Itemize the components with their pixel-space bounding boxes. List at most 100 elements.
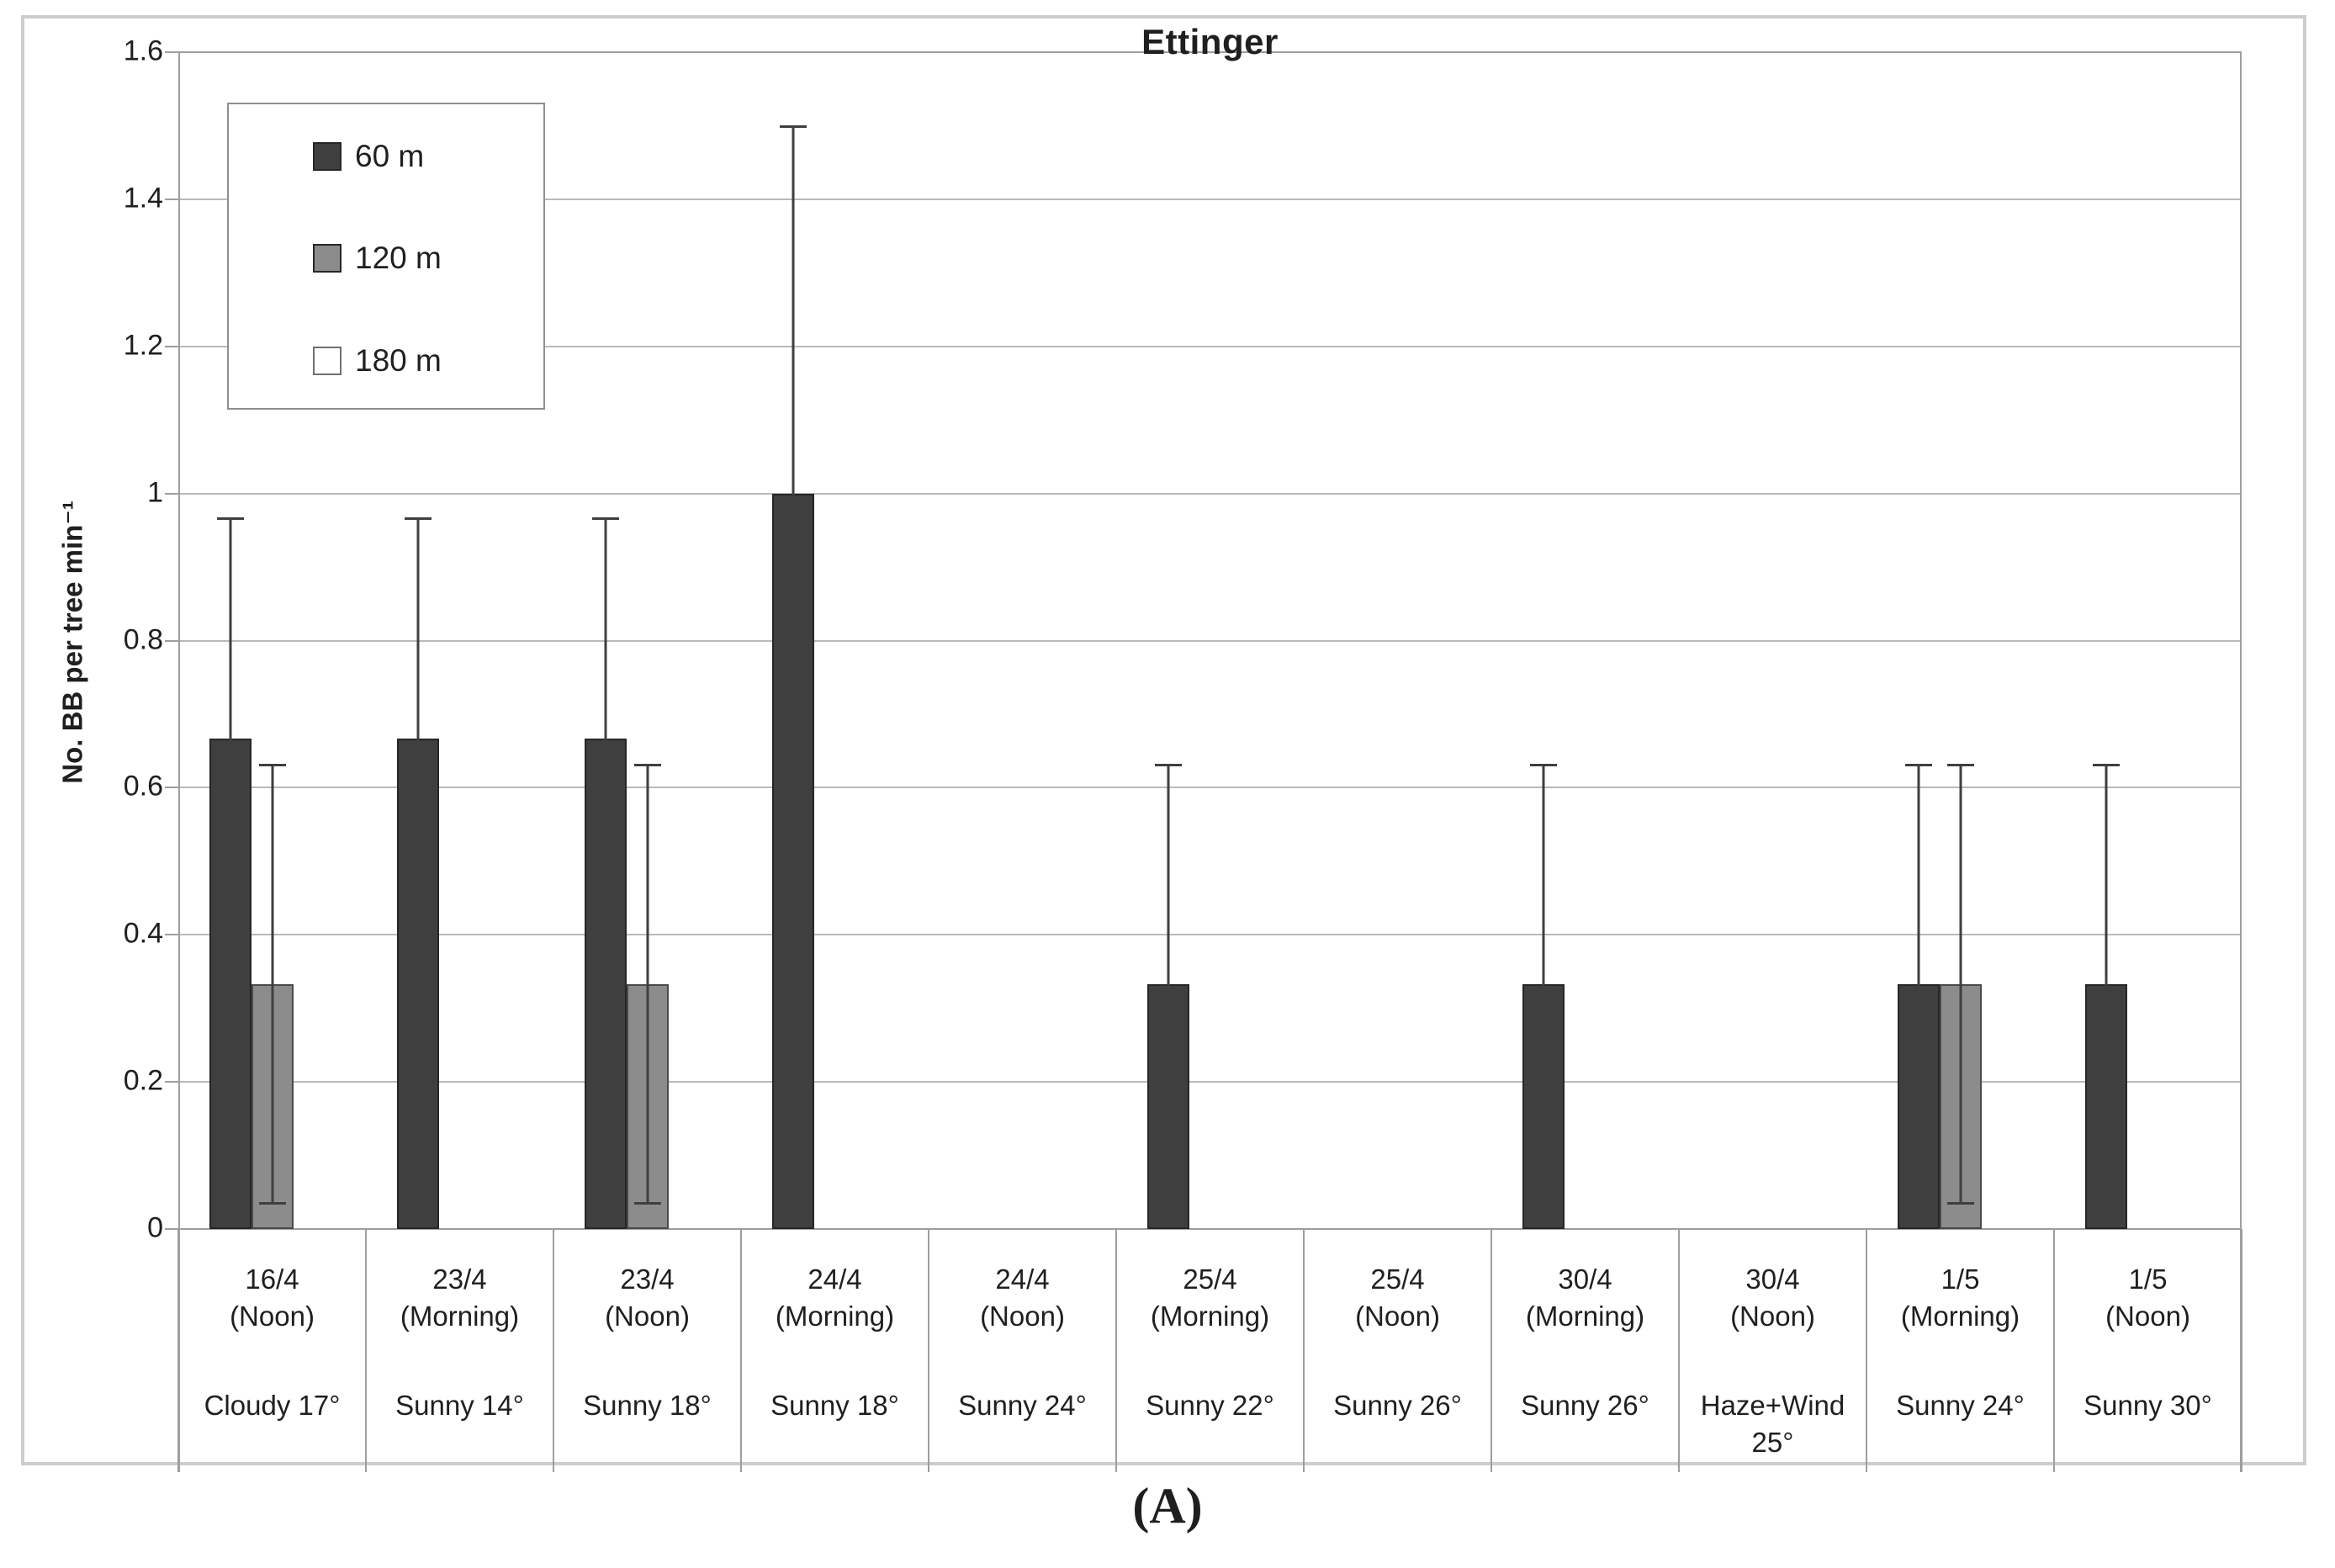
error-bar — [1904, 763, 1932, 1205]
error-bar-cap-top — [1946, 763, 1974, 766]
bar-60m-cat2 — [396, 738, 439, 1229]
y-axis-tick — [165, 492, 178, 495]
category-time: (Morning) — [1150, 1300, 1270, 1332]
category-time: (Noon) — [2105, 1300, 2190, 1332]
error-bar-line — [416, 517, 419, 960]
error-bar-cap-top — [258, 763, 286, 766]
error-bar — [591, 517, 619, 960]
y-axis-tick — [165, 639, 178, 642]
category-date: 23/4 — [620, 1263, 675, 1295]
error-bar-cap-bottom — [1946, 1202, 1974, 1205]
error-bar — [258, 763, 286, 1205]
legend: 60 m 120 m 180 m — [227, 103, 545, 410]
y-tick-label: 0.8 — [123, 623, 163, 656]
category-time: (Noon) — [230, 1300, 315, 1332]
category-date: 24/4 — [807, 1263, 862, 1295]
error-bar-cap-top — [779, 125, 807, 129]
y-axis-tick — [165, 1228, 178, 1230]
error-bar-cap-bottom — [1154, 1202, 1182, 1205]
y-axis-line — [178, 52, 180, 1472]
error-bar — [404, 517, 432, 960]
category-date: 16/4 — [245, 1263, 299, 1295]
error-bar-cap-bottom — [633, 1202, 661, 1205]
category-date: 30/4 — [1558, 1263, 1612, 1295]
error-bar-line — [604, 517, 606, 960]
category-time: (Morning) — [400, 1300, 520, 1332]
error-bar-cap-bottom — [2092, 1202, 2120, 1205]
category-separator — [1490, 1229, 1492, 1472]
error-bar — [1946, 763, 1974, 1205]
category-separator — [1303, 1229, 1305, 1472]
y-gridline — [178, 787, 2242, 789]
error-bar-cap-bottom — [404, 956, 432, 960]
error-bar-cap-top — [591, 517, 619, 521]
legend-item: 60 m — [229, 139, 543, 176]
legend-swatch-180m — [313, 347, 342, 375]
error-bar-cap-top — [1529, 763, 1557, 766]
error-bar-line — [229, 517, 231, 960]
legend-label: 120 m — [355, 241, 442, 275]
category-time: (Noon) — [1730, 1300, 1815, 1332]
y-gridline — [178, 1081, 2242, 1083]
category-date: 24/4 — [995, 1263, 1050, 1295]
error-bar-cap-bottom — [258, 1202, 286, 1205]
y-tick-label: 0.4 — [123, 917, 163, 950]
y-tick-label: 1.2 — [123, 329, 163, 362]
y-axis-tick — [165, 787, 178, 789]
category-time: (Noon) — [980, 1300, 1065, 1332]
legend-item: 180 m — [229, 343, 543, 380]
category-condition: Sunny 24° — [958, 1390, 1087, 1421]
error-bar-line — [1959, 763, 1962, 1205]
category-separator — [740, 1229, 742, 1472]
category-separator — [365, 1229, 367, 1472]
legend-swatch-120m — [313, 244, 342, 273]
y-tick-label: 0 — [147, 1211, 163, 1244]
category-date: 1/5 — [1941, 1263, 1980, 1295]
x-category-label: 1/5 (Noon) Sunny 30° — [2054, 1261, 2242, 1424]
error-bar-cap-top — [216, 517, 244, 521]
y-gridline — [178, 639, 2242, 642]
error-bar-cap-bottom — [779, 858, 807, 861]
category-condition: Cloudy 17° — [204, 1390, 341, 1421]
y-gridline — [178, 934, 2242, 936]
category-date: 23/4 — [432, 1263, 487, 1295]
error-bar-line — [1917, 763, 1919, 1205]
x-category-label: 30/4 (Morning) Sunny 26° — [1491, 1261, 1679, 1424]
error-bar-cap-bottom — [216, 956, 244, 960]
legend-swatch-60m — [313, 142, 342, 171]
error-bar-cap-top — [404, 517, 432, 521]
category-condition: Haze+Wind 25° — [1700, 1390, 1845, 1458]
x-category-label: 16/4 (Noon) Cloudy 17° — [178, 1261, 366, 1424]
y-gridline — [178, 198, 2242, 200]
category-condition: Sunny 24° — [1896, 1390, 2025, 1421]
y-axis-tick — [165, 51, 178, 53]
x-category-label: 23/4 (Morning) Sunny 14° — [366, 1261, 553, 1424]
y-tick-label: 1.4 — [123, 182, 163, 215]
y-axis-tick — [165, 1081, 178, 1083]
category-separator — [553, 1229, 554, 1472]
legend-item: 120 m — [229, 241, 543, 278]
error-bar-line — [1542, 763, 1544, 1205]
error-bar-cap-bottom — [1529, 1202, 1557, 1205]
error-bar-cap-top — [633, 763, 661, 766]
y-tick-label: 1.6 — [123, 34, 163, 67]
category-condition: Sunny 18° — [583, 1390, 712, 1421]
y-gridline — [178, 1228, 2242, 1230]
x-category-label: 24/4 (Morning) Sunny 18° — [741, 1261, 929, 1424]
category-condition: Sunny 14° — [395, 1390, 524, 1421]
error-bar-cap-bottom — [1904, 1202, 1932, 1205]
category-condition: Sunny 22° — [1146, 1390, 1274, 1421]
x-category-label: 1/5 (Morning) Sunny 24° — [1866, 1261, 2054, 1424]
category-time: (Morning) — [775, 1300, 895, 1332]
x-category-label: 24/4 (Noon) Sunny 24° — [929, 1261, 1116, 1424]
error-bar-cap-bottom — [591, 956, 619, 960]
category-date: 25/4 — [1370, 1263, 1425, 1295]
legend-label: 60 m — [355, 139, 425, 173]
category-separator — [928, 1229, 929, 1472]
error-bar-line — [271, 763, 273, 1205]
y-axis-tick — [165, 934, 178, 936]
category-date: 30/4 — [1745, 1263, 1800, 1295]
y-gridline — [178, 345, 2242, 347]
error-bar — [633, 763, 661, 1205]
